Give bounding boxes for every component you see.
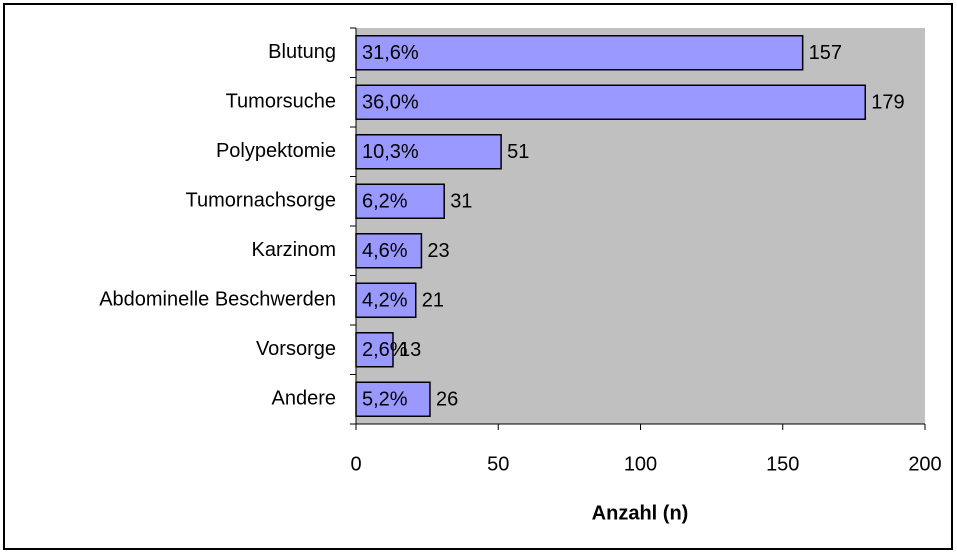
bar — [355, 233, 423, 269]
bar — [355, 183, 445, 219]
x-tick-label: 50 — [487, 453, 509, 475]
value-label: 23 — [427, 240, 449, 262]
percent-label: 31,6% — [362, 42, 419, 64]
value-label: 26 — [436, 389, 458, 411]
percent-label: 5,2% — [362, 389, 408, 411]
x-tick-label: 150 — [766, 453, 799, 475]
y-tick-label: Karzinom — [252, 239, 336, 261]
y-tick-label: Polypektomie — [216, 140, 336, 162]
value-label: 13 — [399, 339, 421, 361]
percent-label: 4,6% — [362, 240, 408, 262]
bar — [355, 282, 417, 318]
bar — [355, 381, 431, 417]
y-tick-label: Vorsorge — [256, 338, 336, 360]
x-tick-label: 0 — [350, 453, 361, 475]
y-tick-label: Tumorsuche — [226, 91, 336, 113]
value-label: 21 — [422, 290, 444, 312]
percent-label: 6,2% — [362, 191, 408, 213]
x-tick-label: 100 — [624, 453, 657, 475]
value-label: 179 — [871, 92, 904, 114]
value-label: 157 — [809, 42, 842, 64]
percent-label: 10,3% — [362, 141, 419, 163]
y-tick-label: Blutung — [268, 41, 336, 63]
y-tick-label: Andere — [272, 388, 337, 410]
bar — [355, 35, 804, 71]
y-tick-label: Tumornachsorge — [186, 190, 336, 212]
percent-label: 4,2% — [362, 290, 408, 312]
bar — [355, 332, 394, 368]
percent-label: 36,0% — [362, 92, 419, 114]
y-tick-label: Abdominelle Beschwerden — [99, 289, 336, 311]
x-axis-title: Anzahl (n) — [592, 502, 689, 524]
bar — [355, 134, 502, 170]
percent-label: 2,6% — [362, 339, 408, 361]
value-label: 31 — [450, 191, 472, 213]
bar — [355, 84, 867, 120]
x-tick-label: 200 — [908, 453, 941, 475]
value-label: 51 — [507, 141, 529, 163]
